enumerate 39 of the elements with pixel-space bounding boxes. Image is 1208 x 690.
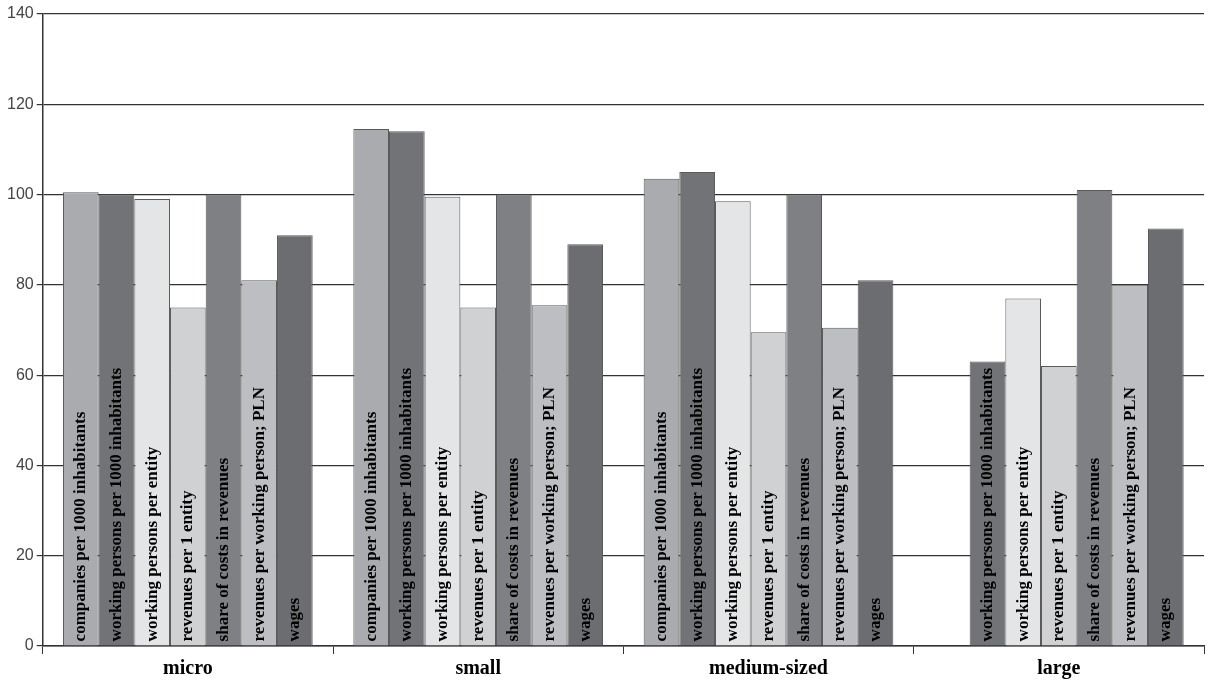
x-tick-label: micro (163, 656, 213, 679)
text: companies per 1000 inhabitants (650, 411, 670, 642)
text: working persons per entity (722, 446, 742, 642)
series-label: revenues per working person; PLN (248, 386, 268, 642)
series-label: working persons per 1000 inhabitants (105, 367, 125, 642)
series-label: working persons per entity (141, 446, 161, 642)
text: revenues per 1 entity (1048, 490, 1068, 642)
series-label: share of costs in revenues (212, 457, 232, 642)
series-label: revenues per 1 entity (177, 489, 197, 642)
text: working persons per entity (431, 446, 451, 642)
y-tick-label: 80 (15, 275, 34, 293)
text: revenues per working person; PLN (538, 387, 558, 642)
text: share of costs in revenues (1083, 457, 1103, 642)
text: share of costs in revenues (793, 457, 813, 642)
text: revenues per 1 entity (467, 490, 487, 642)
x-tick-label: small (455, 656, 502, 679)
text: working persons per 1000 inhabitants (976, 367, 996, 642)
x-tick-label: large (1037, 656, 1081, 680)
text: working persons per 1000 inhabitants (686, 367, 706, 642)
text: revenues per 1 entity (757, 490, 777, 642)
y-tick-label: 40 (15, 455, 34, 473)
y-tick-label: 100 (6, 184, 34, 202)
y-tick-label: 120 (6, 94, 34, 112)
y-tick-label: 60 (15, 365, 34, 383)
series-label: companies per 1000 inhabitants (70, 411, 90, 642)
text: working persons per 1000 inhabitants (396, 367, 416, 642)
series-label: wages (284, 597, 304, 642)
y-tick-label: 0 (24, 636, 34, 654)
x-tick-label: medium-sized (709, 656, 828, 679)
text: working persons per entity (1012, 446, 1032, 642)
y-tick-label: 20 (15, 546, 34, 564)
text: revenues per working person; PLN (1119, 387, 1139, 642)
text: share of costs in revenues (503, 457, 523, 642)
text: wages (1155, 597, 1175, 642)
text: wages (864, 597, 884, 642)
y-tick-label: 140 (6, 4, 34, 22)
text: wages (574, 597, 594, 642)
text: revenues per working person; PLN (829, 387, 849, 642)
text: companies per 1000 inhabitants (360, 411, 380, 642)
